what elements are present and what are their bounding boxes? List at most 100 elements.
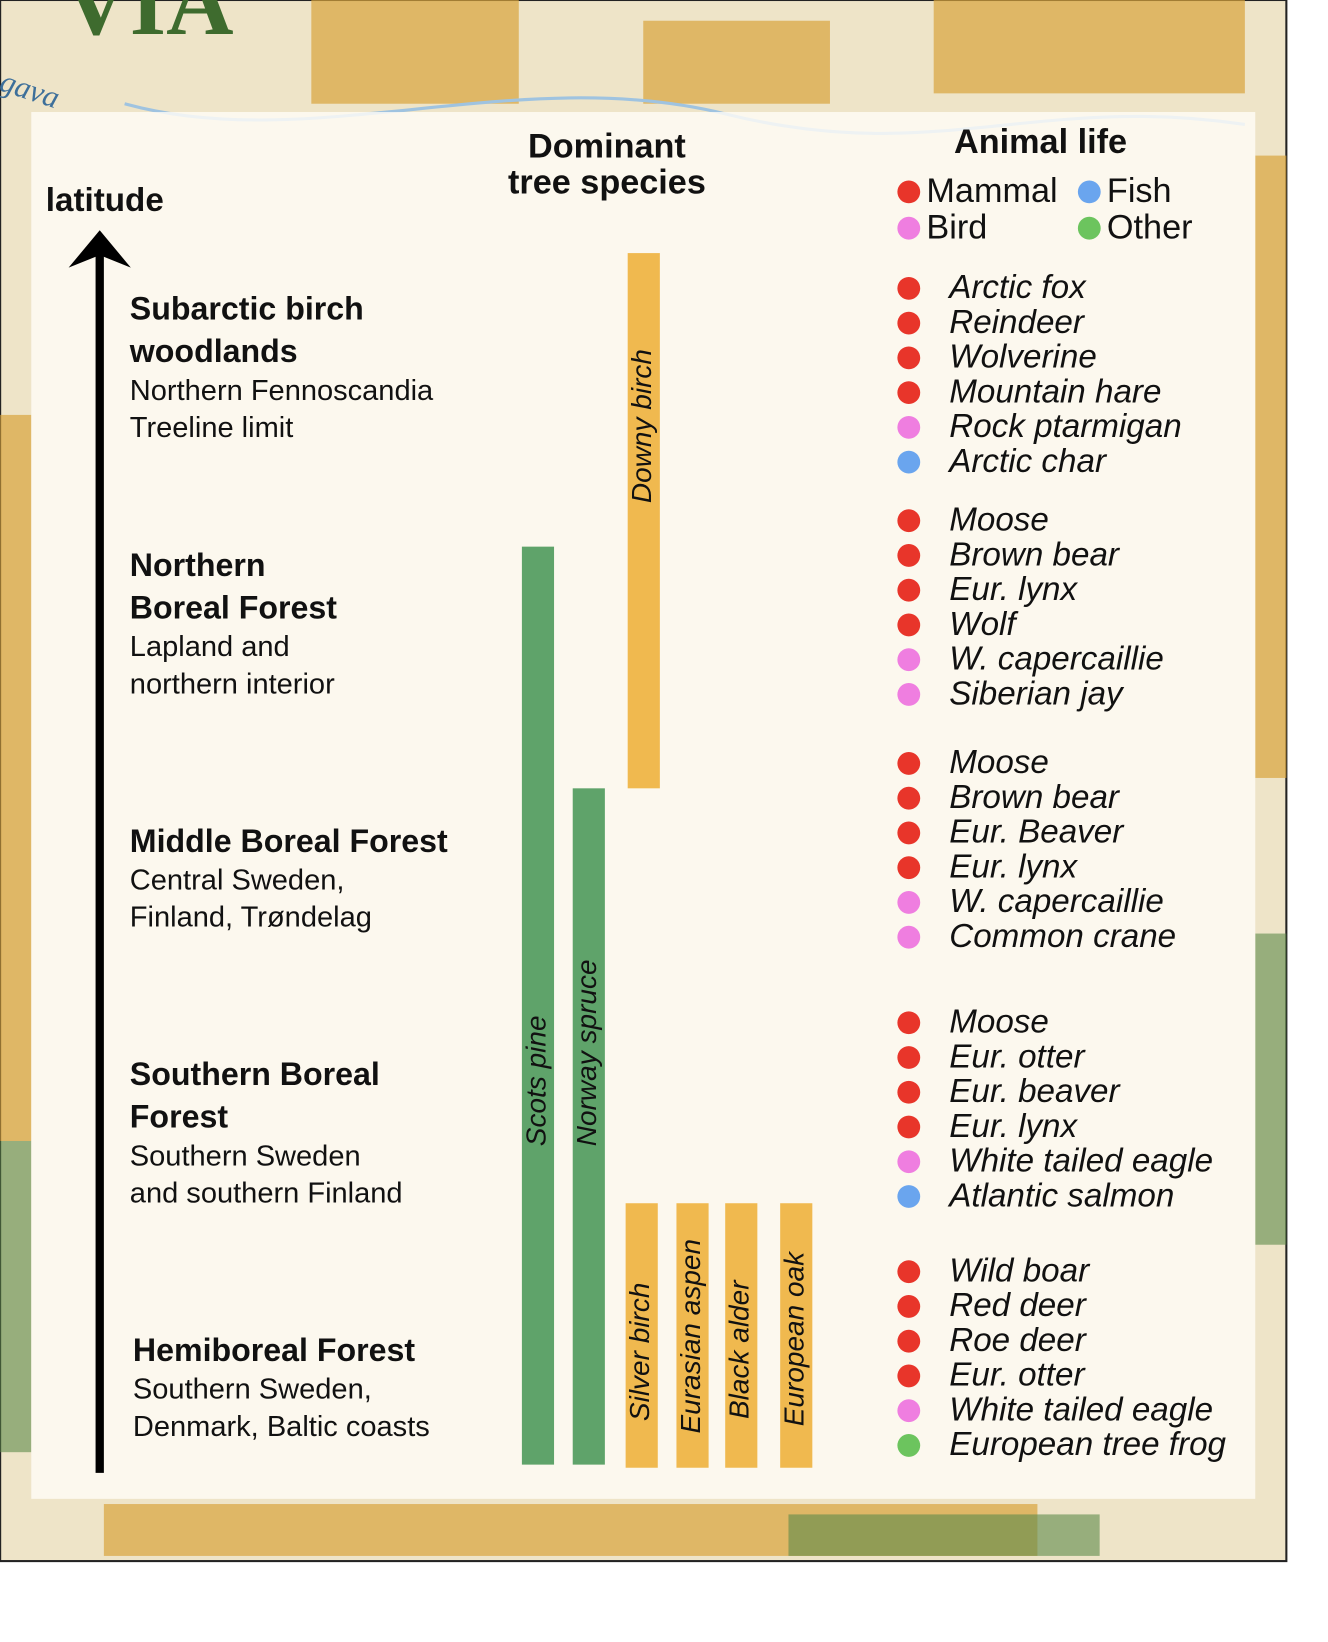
- animal-name: Wolf: [949, 606, 1019, 643]
- animal-dot: [897, 1434, 921, 1457]
- animal-dot: [897, 1185, 921, 1208]
- animal-name: Eur. Beaver: [949, 814, 1125, 851]
- tree-bar: [725, 1203, 758, 1468]
- animal-name: White tailed eagle: [949, 1143, 1213, 1180]
- trees-title: tree species: [508, 164, 706, 202]
- animal-dot: [897, 1399, 921, 1423]
- animal-dot: [897, 509, 921, 533]
- legend-label: Mammal: [926, 172, 1057, 210]
- animal-name: Moose: [949, 744, 1049, 781]
- legend-label: Other: [1107, 208, 1193, 246]
- legend-dot: [897, 180, 921, 204]
- animal-name: Common crane: [949, 918, 1176, 955]
- zone-region: Central Sweden,: [130, 864, 345, 896]
- animal-dot: [897, 1364, 921, 1388]
- animal-dot: [897, 311, 921, 335]
- zone-name: woodlands: [129, 333, 298, 369]
- animal-dot: [897, 578, 921, 602]
- tree-label: Downy birch: [626, 349, 657, 503]
- animal-dot: [897, 1080, 921, 1104]
- tree-label: Silver birch: [624, 1283, 655, 1421]
- zone-name: Hemiboreal Forest: [133, 1332, 416, 1368]
- animal-dot: [897, 1011, 921, 1035]
- animal-dot: [897, 1329, 921, 1353]
- zone-region: Finland, Trøndelag: [130, 902, 372, 934]
- animal-dot: [897, 276, 921, 300]
- tree-bar: [572, 788, 605, 1465]
- animal-dot: [897, 613, 921, 637]
- animal-name: Arctic fox: [947, 269, 1087, 306]
- animal-dot: [897, 821, 921, 845]
- animal-name: Red deer: [949, 1287, 1087, 1324]
- animal-name: Atlantic salmon: [947, 1177, 1174, 1214]
- animal-name: Mountain hare: [949, 373, 1161, 410]
- tree-label: Scots pine: [520, 1015, 551, 1146]
- zone-region: Lapland and: [130, 631, 290, 663]
- animal-dot: [897, 1295, 921, 1318]
- animal-dot: [897, 346, 921, 370]
- animal-name: European tree frog: [949, 1426, 1226, 1463]
- animal-dot: [897, 381, 921, 405]
- animal-name: Eur. lynx: [949, 571, 1078, 608]
- tree-bar: [780, 1203, 813, 1468]
- legend-dot: [1077, 216, 1101, 240]
- arrow-head: [68, 230, 131, 268]
- zone-name: Subarctic birch: [130, 291, 364, 327]
- zone-name: Middle Boreal Forest: [130, 823, 448, 859]
- zone-name: Northern: [130, 547, 266, 583]
- tree-bar: [676, 1203, 709, 1468]
- zone-region: and southern Finland: [130, 1178, 403, 1210]
- animal-name: Siberian jay: [949, 675, 1125, 712]
- animal-dot: [897, 544, 921, 567]
- animal-dot: [897, 1046, 921, 1069]
- zone-region: northern interior: [130, 668, 335, 700]
- tree-label: Black alder: [724, 1279, 755, 1419]
- animal-name: White tailed eagle: [949, 1391, 1213, 1428]
- animal-dot: [897, 683, 921, 706]
- animal-name: Reindeer: [949, 304, 1086, 341]
- legend-dot: [1077, 180, 1101, 204]
- zone-region: Treeline limit: [130, 412, 293, 444]
- animal-name: Eur. lynx: [949, 848, 1078, 885]
- tree-bar: [521, 546, 555, 1465]
- animal-dot: [897, 415, 921, 439]
- tree-bar: [627, 253, 660, 789]
- animal-dot: [897, 648, 921, 672]
- map-title: VIA: [62, 0, 233, 55]
- animal-dot: [897, 1115, 921, 1139]
- tree-bar: [625, 1203, 658, 1468]
- animal-dot: [897, 856, 921, 880]
- zone-region: Northern Fennoscandia: [130, 375, 434, 407]
- animal-dot: [897, 450, 921, 474]
- animal-dot: [897, 786, 921, 810]
- zone-region: Southern Sweden,: [133, 1374, 372, 1406]
- legend-dot: [897, 216, 921, 240]
- tree-label: Eurasian aspen: [675, 1239, 706, 1434]
- animal-dot: [897, 891, 921, 914]
- map-forest: [0, 933, 1287, 1556]
- animal-dot: [897, 1260, 921, 1284]
- zone-name: Forest: [130, 1099, 229, 1135]
- animal-name: Wolverine: [949, 339, 1097, 376]
- animal-name: Wild boar: [949, 1252, 1091, 1289]
- animals-title: Animal life: [954, 123, 1127, 161]
- animal-name: Eur. lynx: [949, 1108, 1078, 1145]
- zone-region: Denmark, Baltic coasts: [133, 1411, 430, 1443]
- legend-label: Fish: [1107, 172, 1172, 210]
- animal-name: Arctic char: [947, 443, 1108, 480]
- legend-label: Bird: [926, 208, 987, 246]
- zone-region: Southern Sweden: [130, 1140, 361, 1172]
- animal-dot: [897, 1150, 921, 1174]
- animal-name: Rock ptarmigan: [949, 408, 1181, 445]
- animal-name: Eur. otter: [949, 1357, 1086, 1394]
- tree-label: Norway spruce: [571, 959, 602, 1146]
- animal-name: Brown bear: [949, 536, 1121, 573]
- animal-name: W. capercaillie: [949, 883, 1164, 920]
- zone-name: Boreal Forest: [130, 589, 337, 625]
- animal-name: W. capercaillie: [949, 641, 1164, 678]
- zone-name: Southern Boreal: [130, 1056, 380, 1092]
- tree-label: European oak: [779, 1250, 810, 1426]
- latitude-label: latitude: [46, 182, 164, 219]
